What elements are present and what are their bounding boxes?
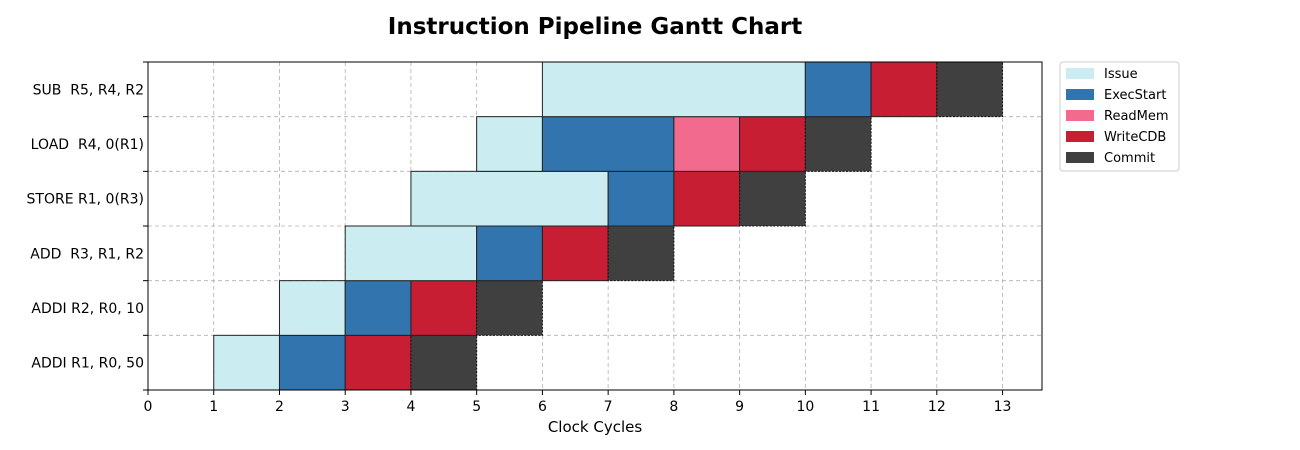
- x-tick-label-2: 2: [275, 399, 284, 415]
- bar-4-readmem: [673, 116, 741, 172]
- bar-2-commit: [607, 225, 675, 282]
- bar-5-issue: [541, 61, 806, 118]
- y-tick-label-2: ADD R3, R1, R2: [30, 246, 144, 262]
- legend-swatch-issue: [1066, 68, 1094, 79]
- y-tick-label-1: ADDI R2, R0, 10: [31, 301, 144, 317]
- bar-0-issue: [213, 334, 280, 391]
- legend-swatch-commit: [1066, 152, 1094, 163]
- x-axis-label: Clock Cycles: [548, 418, 643, 436]
- bar-2-writecdb: [541, 225, 609, 282]
- bar-3-execstart: [607, 170, 675, 227]
- bar-1-writecdb: [410, 280, 478, 336]
- legend-label-readmem: ReadMem: [1104, 109, 1169, 124]
- bar-1-commit: [476, 280, 543, 336]
- y-axis: ADDI R1, R0, 50 ADDI R2, R0, 10 ADD R3, R1…: [27, 61, 148, 391]
- y-tick-label-3: STORE R1, 0(R3): [27, 192, 144, 208]
- bar-3-writecdb: [673, 170, 741, 227]
- bar-0-execstart: [278, 334, 346, 391]
- bar-2-issue: [344, 225, 478, 282]
- bars-layer: [213, 61, 1004, 391]
- bar-4-issue: [476, 116, 543, 172]
- x-tick-label-8: 8: [669, 399, 678, 415]
- y-tick-label-0: ADDI R1, R0, 50: [31, 356, 144, 372]
- bar-3-commit: [739, 170, 806, 227]
- x-tick-label-0: 0: [144, 399, 153, 415]
- y-tick-label-5: SUB R5, R4, R2: [33, 82, 144, 98]
- bar-5-commit: [936, 61, 1004, 118]
- x-tick-label-9: 9: [735, 399, 744, 415]
- x-tick-label-11: 11: [862, 399, 880, 415]
- bar-5-execstart: [804, 61, 872, 118]
- bar-1-issue: [278, 280, 346, 336]
- y-tick-label-4: LOAD R4, 0(R1): [31, 137, 144, 153]
- bar-0-commit: [410, 334, 478, 391]
- legend-label-writecdb: WriteCDB: [1104, 130, 1166, 145]
- bar-4-writecdb: [739, 116, 806, 172]
- x-tick-label-10: 10: [796, 399, 814, 415]
- x-tick-label-12: 12: [928, 399, 946, 415]
- x-axis: 0 1 2 3 4 5 6 7 8 9 10 11 12 13: [144, 390, 1012, 415]
- legend-swatch-execstart: [1066, 89, 1094, 100]
- legend-label-execstart: ExecStart: [1104, 88, 1166, 103]
- bar-4-execstart: [541, 116, 675, 172]
- bar-0-writecdb: [344, 334, 412, 391]
- x-tick-label-6: 6: [538, 399, 547, 415]
- legend-swatch-writecdb: [1066, 131, 1094, 142]
- bar-3-issue: [410, 170, 609, 227]
- x-tick-label-5: 5: [472, 399, 481, 415]
- legend: Issue ExecStart ReadMem WriteCDB Commit: [1059, 61, 1180, 172]
- bar-2-execstart: [476, 225, 543, 282]
- legend-swatch-readmem: [1066, 110, 1094, 121]
- legend-label-issue: Issue: [1104, 67, 1138, 82]
- legend-label-commit: Commit: [1104, 151, 1155, 166]
- x-tick-label-4: 4: [406, 399, 415, 415]
- x-tick-label-7: 7: [604, 399, 613, 415]
- x-tick-label-3: 3: [341, 399, 350, 415]
- bar-4-commit: [804, 116, 872, 172]
- bar-5-writecdb: [870, 61, 938, 118]
- chart-title: Instruction Pipeline Gantt Chart: [388, 14, 802, 40]
- bar-1-execstart: [344, 280, 412, 336]
- x-tick-label-1: 1: [209, 399, 218, 415]
- x-tick-label-13: 13: [994, 399, 1012, 415]
